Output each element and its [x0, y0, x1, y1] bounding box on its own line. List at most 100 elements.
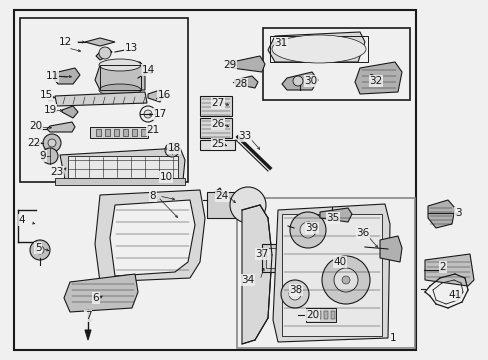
Text: 13: 13 [124, 43, 137, 53]
Text: 27: 27 [211, 98, 224, 108]
Circle shape [164, 143, 179, 157]
Text: 39: 39 [305, 223, 318, 233]
Bar [100, 65, 141, 90]
Text: 6: 6 [93, 293, 99, 303]
Circle shape [299, 222, 315, 238]
Bar [269, 36, 367, 62]
Bar [55, 178, 184, 185]
Polygon shape [110, 200, 195, 276]
Text: 15: 15 [40, 90, 53, 100]
Circle shape [288, 288, 301, 300]
Text: 31: 31 [274, 38, 287, 48]
Polygon shape [267, 32, 364, 62]
Polygon shape [424, 254, 473, 286]
Bar [14, 10, 415, 350]
Bar [141, 129, 146, 136]
Polygon shape [60, 148, 184, 180]
Text: 37: 37 [255, 249, 268, 259]
Polygon shape [148, 90, 163, 102]
Polygon shape [85, 330, 91, 340]
Bar [262, 244, 289, 272]
Circle shape [292, 76, 303, 86]
Polygon shape [64, 274, 138, 312]
Text: 35: 35 [325, 213, 339, 223]
Bar [324, 311, 327, 319]
Text: 3: 3 [454, 208, 460, 218]
Polygon shape [95, 190, 204, 282]
Text: 18: 18 [167, 143, 180, 153]
Bar [237, 198, 414, 348]
Text: 1: 1 [389, 333, 395, 343]
Polygon shape [55, 92, 147, 106]
Text: 25: 25 [211, 139, 224, 149]
Polygon shape [282, 72, 317, 90]
Text: 20: 20 [29, 121, 42, 131]
Text: 4: 4 [19, 215, 25, 225]
Bar [20, 18, 187, 182]
Circle shape [321, 256, 369, 304]
Text: 14: 14 [141, 65, 154, 75]
Circle shape [143, 110, 152, 118]
Polygon shape [242, 205, 271, 344]
Polygon shape [96, 48, 112, 60]
Bar [200, 118, 231, 138]
Polygon shape [379, 236, 401, 262]
Text: 40: 40 [333, 257, 346, 267]
Text: 29: 29 [223, 60, 236, 70]
Text: 38: 38 [289, 285, 302, 295]
Polygon shape [53, 68, 80, 84]
Text: 9: 9 [40, 151, 46, 161]
Text: 11: 11 [45, 71, 59, 81]
Bar [105, 129, 110, 136]
Bar [200, 140, 235, 150]
Bar [200, 96, 231, 116]
Bar [114, 129, 119, 136]
Text: 19: 19 [43, 105, 57, 115]
Text: 32: 32 [368, 76, 382, 86]
Text: 23: 23 [50, 167, 63, 177]
Circle shape [36, 246, 44, 254]
Polygon shape [427, 200, 454, 228]
Bar [96, 129, 101, 136]
Circle shape [42, 148, 58, 164]
Circle shape [333, 268, 357, 292]
Text: 16: 16 [157, 90, 170, 100]
Circle shape [289, 212, 325, 248]
Circle shape [229, 187, 265, 223]
Text: 41: 41 [447, 290, 461, 300]
Text: 7: 7 [84, 311, 91, 321]
Bar [90, 127, 148, 138]
Polygon shape [215, 188, 222, 196]
Circle shape [341, 276, 349, 284]
Polygon shape [319, 208, 351, 222]
Text: 12: 12 [58, 37, 71, 47]
Polygon shape [95, 62, 145, 90]
Text: 28: 28 [234, 79, 247, 89]
Bar [316, 311, 320, 319]
Bar [330, 311, 334, 319]
Polygon shape [231, 56, 264, 72]
Bar [68, 156, 178, 178]
Text: 34: 34 [241, 275, 254, 285]
Bar [309, 311, 313, 319]
Bar [123, 129, 128, 136]
Polygon shape [354, 62, 401, 94]
Ellipse shape [99, 84, 141, 96]
Bar [263, 28, 409, 100]
Bar [265, 248, 285, 268]
Text: 2: 2 [439, 262, 446, 272]
Text: 5: 5 [35, 243, 41, 253]
Text: 21: 21 [146, 125, 159, 135]
Bar [132, 129, 137, 136]
Text: 8: 8 [149, 191, 156, 201]
Text: 20: 20 [306, 310, 319, 320]
Text: 22: 22 [27, 138, 41, 148]
Circle shape [43, 134, 61, 152]
Ellipse shape [271, 35, 365, 63]
Text: 26: 26 [211, 119, 224, 129]
Bar [305, 308, 335, 322]
Text: 33: 33 [238, 131, 251, 141]
Text: 36: 36 [356, 228, 369, 238]
Polygon shape [272, 204, 389, 342]
Polygon shape [47, 122, 75, 132]
